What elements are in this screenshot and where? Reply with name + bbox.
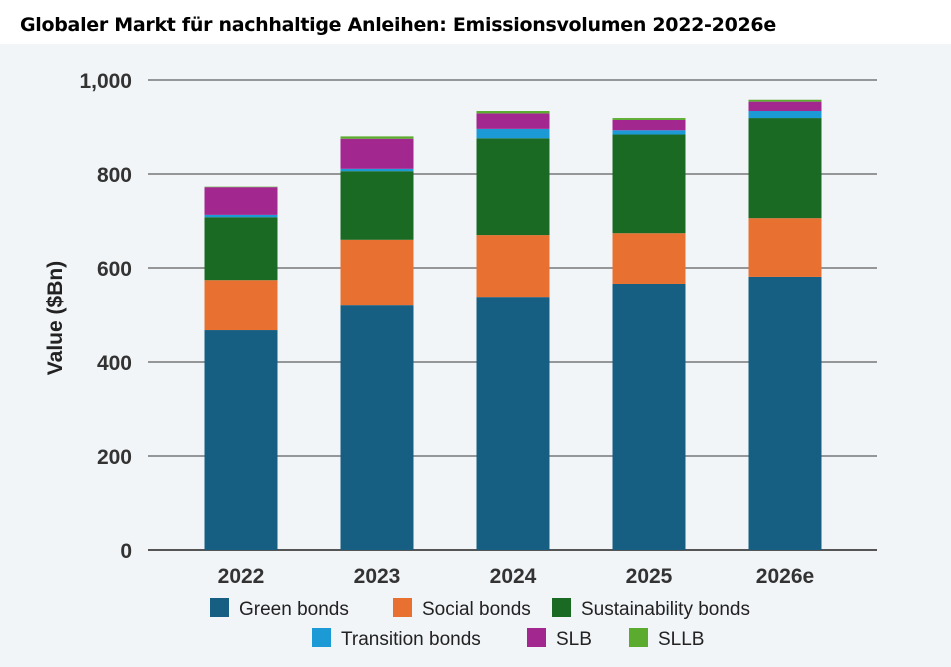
bar-segment-sllb bbox=[476, 111, 550, 114]
bar-segment-social-bonds bbox=[204, 280, 278, 331]
y-tick-label: 200 bbox=[97, 446, 132, 469]
bar-segment-sllb bbox=[612, 118, 686, 120]
bar-segment-social-bonds bbox=[748, 218, 822, 277]
legend-label: Transition bonds bbox=[341, 629, 481, 650]
legend-label: Sustainability bonds bbox=[581, 599, 750, 620]
bar-segment-slb bbox=[340, 138, 414, 169]
legend-swatch bbox=[210, 598, 229, 617]
bar-segment-slb bbox=[204, 187, 278, 215]
chart-title: Globaler Markt für nachhaltige Anleihen:… bbox=[20, 14, 776, 36]
y-tick-label: 400 bbox=[97, 352, 132, 375]
x-tick-label: 2024 bbox=[490, 565, 537, 588]
y-tick-label: 0 bbox=[120, 540, 132, 563]
legend-label: Social bonds bbox=[422, 599, 531, 620]
bar-segment-transition-bonds bbox=[612, 130, 686, 135]
bar-segment-sustainability-bonds bbox=[340, 171, 414, 240]
y-tick-label: 1,000 bbox=[79, 70, 132, 93]
bar-segment-green-bonds bbox=[476, 297, 550, 550]
y-axis-label: Value ($Bn) bbox=[44, 261, 67, 375]
y-tick-label: 800 bbox=[97, 164, 132, 187]
x-tick-label: 2023 bbox=[354, 565, 401, 588]
bar-segment-green-bonds bbox=[748, 276, 822, 550]
bar-segment-sllb bbox=[340, 136, 414, 139]
bar-segment-sustainability-bonds bbox=[204, 217, 278, 281]
bar-segment-sllb bbox=[748, 99, 822, 102]
legend-swatch bbox=[393, 598, 412, 617]
bar-segment-green-bonds bbox=[204, 330, 278, 550]
bar-segment-slb bbox=[476, 113, 550, 129]
legend-label: SLLB bbox=[658, 629, 704, 650]
bar-segment-green-bonds bbox=[612, 283, 686, 550]
bar-segment-sustainability-bonds bbox=[748, 118, 822, 219]
bar-segment-slb bbox=[748, 101, 822, 112]
x-tick-label: 2025 bbox=[626, 565, 673, 588]
legend-swatch bbox=[312, 628, 331, 647]
bar-segment-transition-bonds bbox=[476, 128, 550, 139]
legend-label: SLB bbox=[556, 629, 592, 650]
x-tick-label: 2026e bbox=[756, 565, 814, 588]
legend-label: Green bonds bbox=[239, 599, 349, 620]
bar-segment-transition-bonds bbox=[204, 214, 278, 218]
legend-swatch bbox=[527, 628, 546, 647]
bar-segment-transition-bonds bbox=[748, 111, 822, 119]
bar-segment-social-bonds bbox=[476, 235, 550, 298]
x-tick-label: 2022 bbox=[218, 565, 265, 588]
bar-segment-slb bbox=[612, 119, 686, 131]
bar-segment-sustainability-bonds bbox=[612, 134, 686, 234]
bar-segment-transition-bonds bbox=[340, 168, 414, 172]
bar-segment-social-bonds bbox=[612, 233, 686, 284]
y-tick-label: 600 bbox=[97, 258, 132, 281]
legend-swatch bbox=[552, 598, 571, 617]
bar-segment-sustainability-bonds bbox=[476, 138, 550, 236]
legend-swatch bbox=[629, 628, 648, 647]
bar-segment-green-bonds bbox=[340, 305, 414, 550]
bar-segment-social-bonds bbox=[340, 239, 414, 306]
